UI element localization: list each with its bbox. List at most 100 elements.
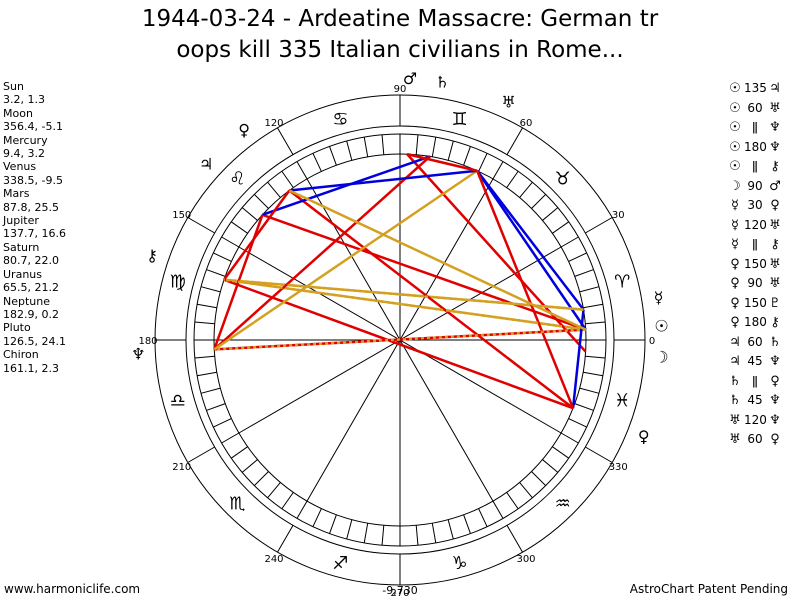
aspect-planet-glyph: ♄ — [729, 393, 741, 408]
aspect-row: ☿ 30 ♀ — [726, 196, 784, 216]
degree-tick — [478, 508, 488, 527]
sign-divider — [187, 446, 215, 463]
aspect-line — [288, 189, 574, 410]
aspect-planet-glyph: ♀ — [730, 295, 740, 311]
aspect-row: ♀ 90 ♅ — [726, 274, 784, 294]
degree-label: 0 — [649, 336, 655, 347]
aspect-row: ☿ 120 ♅ — [726, 216, 784, 236]
aspect-angle: 60 — [747, 432, 763, 446]
degree-tick — [579, 286, 600, 293]
planet-glyph-jupiter: ♃ — [199, 155, 213, 174]
degree-tick — [574, 403, 594, 411]
sign-glyph: ♑ — [451, 553, 467, 574]
aspect-row: ☿ ǁ ⚷ — [726, 235, 784, 255]
aspect-angle: ǁ — [752, 120, 758, 134]
planet-position-jupiter: 137.7, 16.6 — [3, 227, 66, 241]
degree-label: 90 — [394, 84, 407, 95]
degree-tick — [415, 525, 419, 546]
degree-tick — [583, 303, 603, 309]
degree-tick — [542, 207, 559, 221]
aspect-angle: 180 — [744, 315, 767, 329]
aspect-row: ♃ 60 ♄ — [726, 333, 784, 353]
bottom-value: -9,730 — [382, 584, 417, 597]
aspect-planet-glyph: ♅ — [729, 412, 741, 428]
degree-label: 180 — [138, 336, 157, 347]
degree-tick — [560, 236, 579, 248]
sign-glyph: ♎ — [170, 391, 186, 412]
degree-tick — [568, 418, 587, 428]
degree-tick — [560, 432, 579, 444]
aspect-row: ♀ 150 ♇ — [726, 294, 784, 314]
degree-tick — [431, 523, 437, 543]
degree-tick — [415, 134, 419, 155]
degree-label: 120 — [264, 118, 283, 129]
aspect-planet-glyph: ♃ — [729, 354, 741, 369]
planet-name-uranus: Uranus — [3, 267, 42, 281]
aspect-planet-glyph: ♅ — [729, 432, 741, 447]
aspect-planet-glyph: ♀ — [770, 373, 780, 389]
aspect-angle: ǁ — [752, 373, 758, 388]
planet-positions-list: Sun 3.2, 1.3 Moon 356.4, -5.1 Mercury 9.4, 3.… — [3, 80, 66, 375]
planet-position-neptune: 182.9, 0.2 — [3, 307, 59, 321]
aspect-planet-glyph: ⚷ — [770, 315, 780, 330]
aspect-line — [262, 213, 587, 331]
aspect-line — [288, 189, 587, 331]
degree-tick — [492, 161, 504, 180]
aspect-line — [406, 153, 587, 353]
degree-tick — [381, 134, 385, 155]
aspect-line — [571, 309, 585, 409]
aspect-angle: 120 — [744, 217, 767, 232]
degree-tick — [568, 252, 587, 262]
aspect-planet-glyph: ☉ — [729, 81, 741, 96]
degree-tick — [346, 140, 353, 161]
sign-glyph: ♐ — [332, 553, 348, 574]
aspect-planet-glyph: ♄ — [769, 334, 781, 350]
aspect-planet-glyph: ♅ — [769, 276, 781, 291]
aspect-row: ☉ ǁ ♆ — [726, 118, 784, 138]
parallel-line — [223, 278, 584, 311]
aspect-planet-glyph: ♆ — [769, 139, 781, 155]
degree-tick — [200, 387, 221, 394]
planet-name-pluto: Pluto — [3, 321, 31, 335]
sign-glyph: ♌ — [229, 168, 245, 189]
degree-tick — [230, 221, 248, 234]
aspect-row: ♀ 150 ♅ — [726, 255, 784, 275]
planet-position-uranus: 65.5, 21.2 — [3, 281, 59, 295]
aspect-planet-glyph: ♀ — [730, 256, 740, 272]
aspect-row: ♄ ǁ ♀ — [726, 372, 784, 392]
aspect-planet-glyph: ☿ — [731, 198, 739, 213]
degree-label: 60 — [520, 118, 533, 129]
sign-divider — [506, 127, 523, 155]
aspect-line — [476, 169, 585, 311]
aspect-line — [406, 152, 478, 172]
sign-glyph: ♊ — [451, 109, 467, 130]
degree-label: 270 — [390, 588, 409, 599]
planet-glyph-pluto: ♀ — [238, 120, 250, 139]
planet-glyph-moon: ☽ — [654, 347, 668, 366]
degree-tick — [431, 137, 437, 157]
degree-tick — [463, 146, 471, 166]
planet-position-pluto: 126.5, 24.1 — [3, 334, 66, 348]
planet-name-neptune: Neptune — [3, 294, 51, 308]
aspect-row: ☉ 135 ♃ — [726, 79, 784, 99]
degree-tick — [221, 432, 240, 444]
degree-tick — [585, 321, 606, 325]
aspect-planet-glyph: ☿ — [731, 237, 739, 252]
aspect-angle: 180 — [744, 139, 767, 154]
aspect-line — [475, 170, 575, 409]
sign-glyph: ♉ — [555, 168, 571, 189]
planet-glyph-chiron: ⚷ — [146, 246, 158, 265]
aspect-planet-glyph: ♇ — [769, 295, 781, 311]
aspect-angle: 60 — [747, 100, 763, 115]
planet-position-chiron: 161.1, 2.3 — [3, 361, 59, 375]
degree-tick — [206, 403, 226, 411]
planet-position-moon: 356.4, -5.1 — [3, 120, 63, 134]
degree-tick — [200, 286, 221, 293]
degree-tick — [346, 519, 353, 540]
chart-title-line2: oops kill 335 Italian civilians in Rome.… — [176, 37, 624, 63]
aspect-angle: ǁ — [752, 237, 758, 251]
aspect-angle: 30 — [747, 198, 763, 212]
aspect-planet-glyph: ♆ — [769, 120, 781, 135]
footer-site-link[interactable]: www.harmoniclife.com — [4, 582, 141, 596]
aspect-planet-glyph: ♆ — [769, 354, 781, 369]
